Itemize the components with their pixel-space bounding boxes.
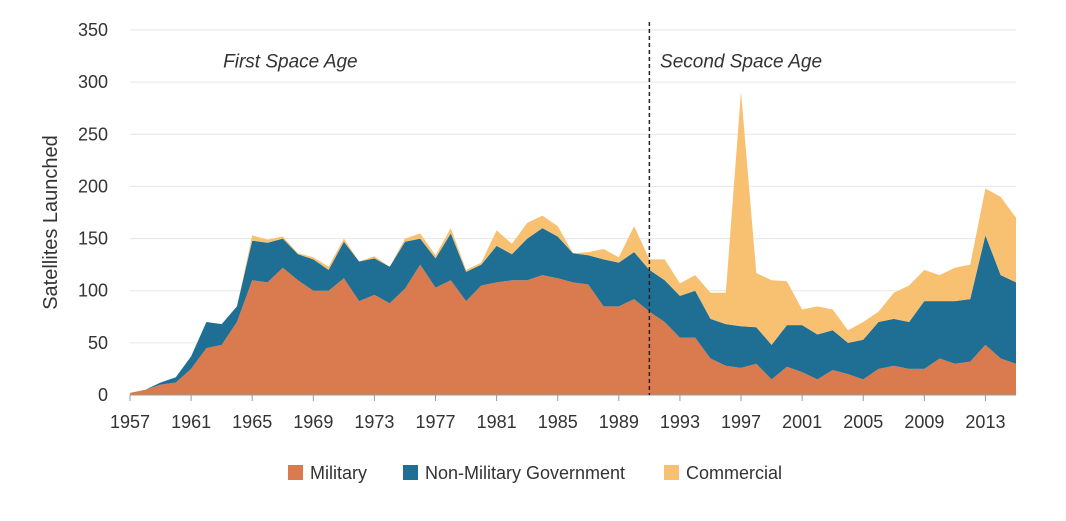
annotations: First Space Age Second Space Age — [223, 22, 822, 395]
legend-label-commercial: Commercial — [686, 463, 782, 483]
x-tick-label: 1965 — [232, 412, 272, 432]
axes: 0 50 100 150 200 250 300 350 1957 1961 1965 1969 197… — [40, 20, 1016, 432]
x-tick-label: 1985 — [538, 412, 578, 432]
area-military — [130, 264, 1016, 395]
x-tick-label: 2013 — [965, 412, 1005, 432]
y-tick-label: 150 — [78, 229, 108, 249]
x-tick-label: 1989 — [599, 412, 639, 432]
legend-swatch-commercial — [664, 465, 679, 480]
y-tick-label: 350 — [78, 20, 108, 40]
legend-item-commercial: Commercial — [664, 463, 782, 483]
legend-item-non-military-government: Non-Military Government — [403, 463, 625, 483]
legend: Military Non-Military Government Commercia… — [288, 463, 782, 483]
x-tick-label: 1957 — [110, 412, 150, 432]
x-tick-label: 1969 — [293, 412, 333, 432]
legend-swatch-military — [288, 465, 303, 480]
area-commercial — [130, 91, 1016, 393]
y-tick-label: 300 — [78, 72, 108, 92]
x-tick-label: 1961 — [171, 412, 211, 432]
x-tick-label: 2005 — [843, 412, 883, 432]
area-non-military-government — [130, 228, 1016, 393]
x-tick-label: 2009 — [904, 412, 944, 432]
x-tick-label: 1993 — [660, 412, 700, 432]
y-tick-label: 250 — [78, 124, 108, 144]
legend-item-military: Military — [288, 463, 367, 483]
legend-label-non-military-government: Non-Military Government — [425, 463, 625, 483]
x-tick-label: 1997 — [721, 412, 761, 432]
first-space-age-label: First Space Age — [223, 51, 357, 72]
x-tick-label: 1977 — [415, 412, 455, 432]
x-tick-label: 2001 — [782, 412, 822, 432]
legend-swatch-non-military-government — [403, 465, 418, 480]
y-tick-label: 0 — [98, 385, 108, 405]
x-tick-label: 1981 — [477, 412, 517, 432]
x-tick-label: 1973 — [354, 412, 394, 432]
y-tick-label: 100 — [78, 281, 108, 301]
y-tick-label: 50 — [88, 333, 108, 353]
series-areas — [130, 91, 1016, 395]
legend-label-military: Military — [310, 463, 367, 483]
y-tick-label: 200 — [78, 176, 108, 196]
y-axis-label: Satellites Launched — [40, 135, 62, 310]
second-space-age-label: Second Space Age — [660, 51, 822, 72]
